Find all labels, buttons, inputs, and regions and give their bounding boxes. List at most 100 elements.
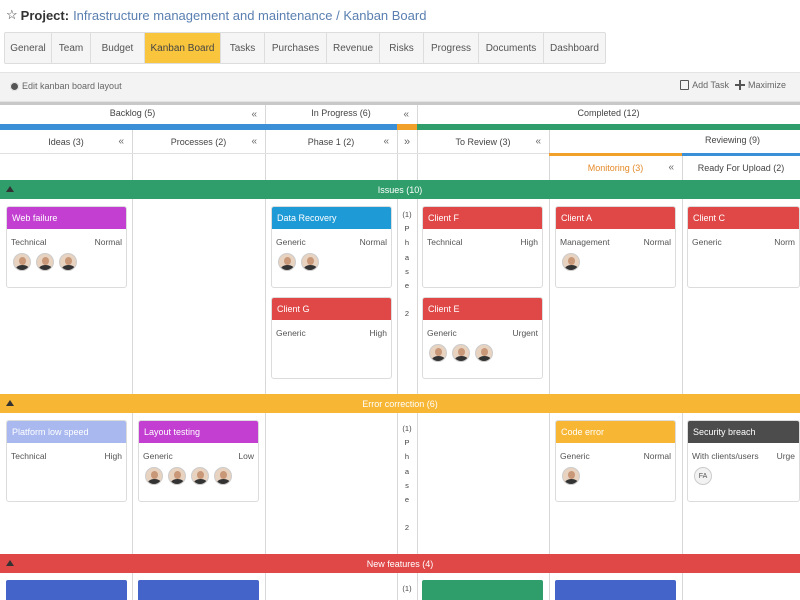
card-title: Web failure [7, 207, 126, 229]
lane-error-label: Error correction (6) [362, 398, 438, 409]
tab-team[interactable]: Team [52, 33, 91, 63]
task-card[interactable] [6, 580, 127, 600]
avatar [278, 253, 296, 271]
gear-icon [10, 81, 19, 91]
task-card[interactable]: Code error Generic Normal [555, 420, 676, 502]
task-card[interactable]: Layout testing Generic Low [138, 420, 259, 502]
avatar [214, 467, 232, 485]
phase-letter: s [405, 480, 409, 490]
task-card[interactable]: Client A Management Normal [555, 206, 676, 288]
phase-letter: 2 [404, 523, 410, 533]
collapse-icon[interactable]: « [251, 136, 257, 147]
task-card[interactable]: Platform low speed Technical High [6, 420, 127, 502]
column-divider [417, 102, 418, 600]
task-card[interactable]: Web failure Technical Normal [6, 206, 127, 288]
lane-issues[interactable]: Issues (10) [0, 180, 800, 199]
task-card[interactable]: Client C Generic Norm [687, 206, 800, 288]
group-in-progress-label: In Progress (6) [311, 108, 371, 118]
add-task-icon [680, 80, 690, 90]
collapse-icon[interactable]: « [383, 136, 389, 147]
tab-purchases[interactable]: Purchases [265, 33, 327, 63]
edit-layout-button[interactable]: Edit kanban board layout [10, 81, 122, 91]
avatar [36, 253, 54, 271]
card-category: Technical [427, 237, 463, 247]
task-card[interactable] [555, 580, 676, 600]
phase-letter: a [404, 252, 410, 262]
task-card[interactable]: Client F Technical High [422, 206, 543, 288]
lane-error-correction[interactable]: Error correction (6) [0, 394, 800, 413]
tab-tasks[interactable]: Tasks [221, 33, 265, 63]
tab-revenue[interactable]: Revenue [327, 33, 380, 63]
task-card[interactable]: Client G Generic High [271, 297, 392, 379]
task-card[interactable]: Data Recovery Generic Normal [271, 206, 392, 288]
card-title: Security breach [688, 421, 799, 443]
tab-budget[interactable]: Budget [91, 33, 145, 63]
add-task-label: Add Task [692, 80, 729, 90]
phase-2-vertical-label: (1) P h a s e 2 [398, 422, 416, 536]
tab-dashboard[interactable]: Dashboard [550, 42, 599, 54]
avatar [301, 253, 319, 271]
card-category: Generic [560, 451, 590, 461]
header-top-rule [0, 102, 800, 105]
column-ideas-label: Ideas (3) [48, 136, 84, 147]
tab-risks[interactable]: Risks [380, 33, 424, 63]
tab-progress[interactable]: Progress [424, 33, 479, 63]
task-card[interactable]: Security breach With clients/users Urge F… [687, 420, 800, 502]
card-priority: Normal [643, 237, 671, 247]
lane-new-features[interactable]: New features (4) [0, 554, 800, 573]
project-label: Project: [20, 7, 70, 23]
star-icon[interactable]: ☆ [6, 7, 18, 22]
collapse-triangle-icon[interactable] [6, 560, 14, 566]
column-monitoring: Monitoring (3) « [549, 153, 682, 179]
phase-letter: 2 [404, 309, 410, 319]
add-task-button[interactable]: Add Task [680, 80, 729, 90]
maximize-button[interactable]: Maximize [734, 80, 786, 90]
avatar [191, 467, 209, 485]
card-title: Client G [272, 298, 391, 320]
column-monitoring-label: Monitoring (3) [587, 162, 644, 173]
phase-letter [406, 293, 408, 307]
collapse-icon[interactable]: « [535, 136, 541, 147]
board-toolbar: Edit kanban board layout Add Task Maximi… [0, 72, 800, 102]
phase-letter: e [404, 495, 410, 505]
card-category: Technical [11, 451, 47, 461]
card-priority: Urgent [512, 328, 538, 338]
page-title: ☆ Project: Infrastructure management and… [6, 6, 426, 24]
task-card[interactable] [422, 580, 543, 600]
group-reviewing: Reviewing (9) [549, 127, 800, 153]
avatar [562, 467, 580, 485]
column-processes: Processes (2) « [132, 127, 265, 153]
tab-kanban-board[interactable]: Kanban Board [145, 33, 221, 63]
column-to-review: To Review (3) « [417, 127, 549, 153]
column-ready-label: Ready For Upload (2) [697, 162, 785, 173]
task-card[interactable]: Client E Generic Urgent [422, 297, 543, 379]
collapse-triangle-icon[interactable] [6, 400, 14, 406]
avatar [562, 253, 580, 271]
phase-letter [406, 507, 408, 521]
column-ideas: Ideas (3) « [0, 127, 132, 153]
collapse-icon[interactable]: « [251, 109, 257, 120]
header-rule [0, 153, 549, 154]
task-card[interactable] [138, 580, 259, 600]
column-divider [682, 154, 683, 600]
collapse-triangle-icon[interactable] [6, 186, 14, 192]
edit-layout-label: Edit kanban board layout [22, 81, 122, 91]
phase-letter: h [404, 238, 410, 248]
tab-documents[interactable]: Documents [479, 33, 544, 63]
collapse-icon[interactable]: « [118, 136, 124, 147]
group-in-progress: In Progress (6) « [265, 102, 417, 127]
column-phase-2-collapsed[interactable]: » [397, 127, 417, 153]
avatar [452, 344, 470, 362]
column-divider [549, 128, 550, 600]
avatar-initials: FA [694, 467, 712, 485]
breadcrumb[interactable]: Infrastructure management and maintenanc… [73, 7, 427, 23]
collapse-icon[interactable]: « [403, 109, 409, 120]
group-reviewing-label: Reviewing (9) [704, 135, 760, 145]
tab-general[interactable]: General [5, 33, 52, 63]
avatar [59, 253, 77, 271]
group-backlog-label: Backlog (5) [109, 108, 156, 118]
collapse-icon[interactable]: « [668, 162, 674, 173]
expand-icon[interactable]: » [403, 135, 411, 148]
column-divider [265, 102, 266, 600]
card-category: Generic [692, 237, 722, 247]
